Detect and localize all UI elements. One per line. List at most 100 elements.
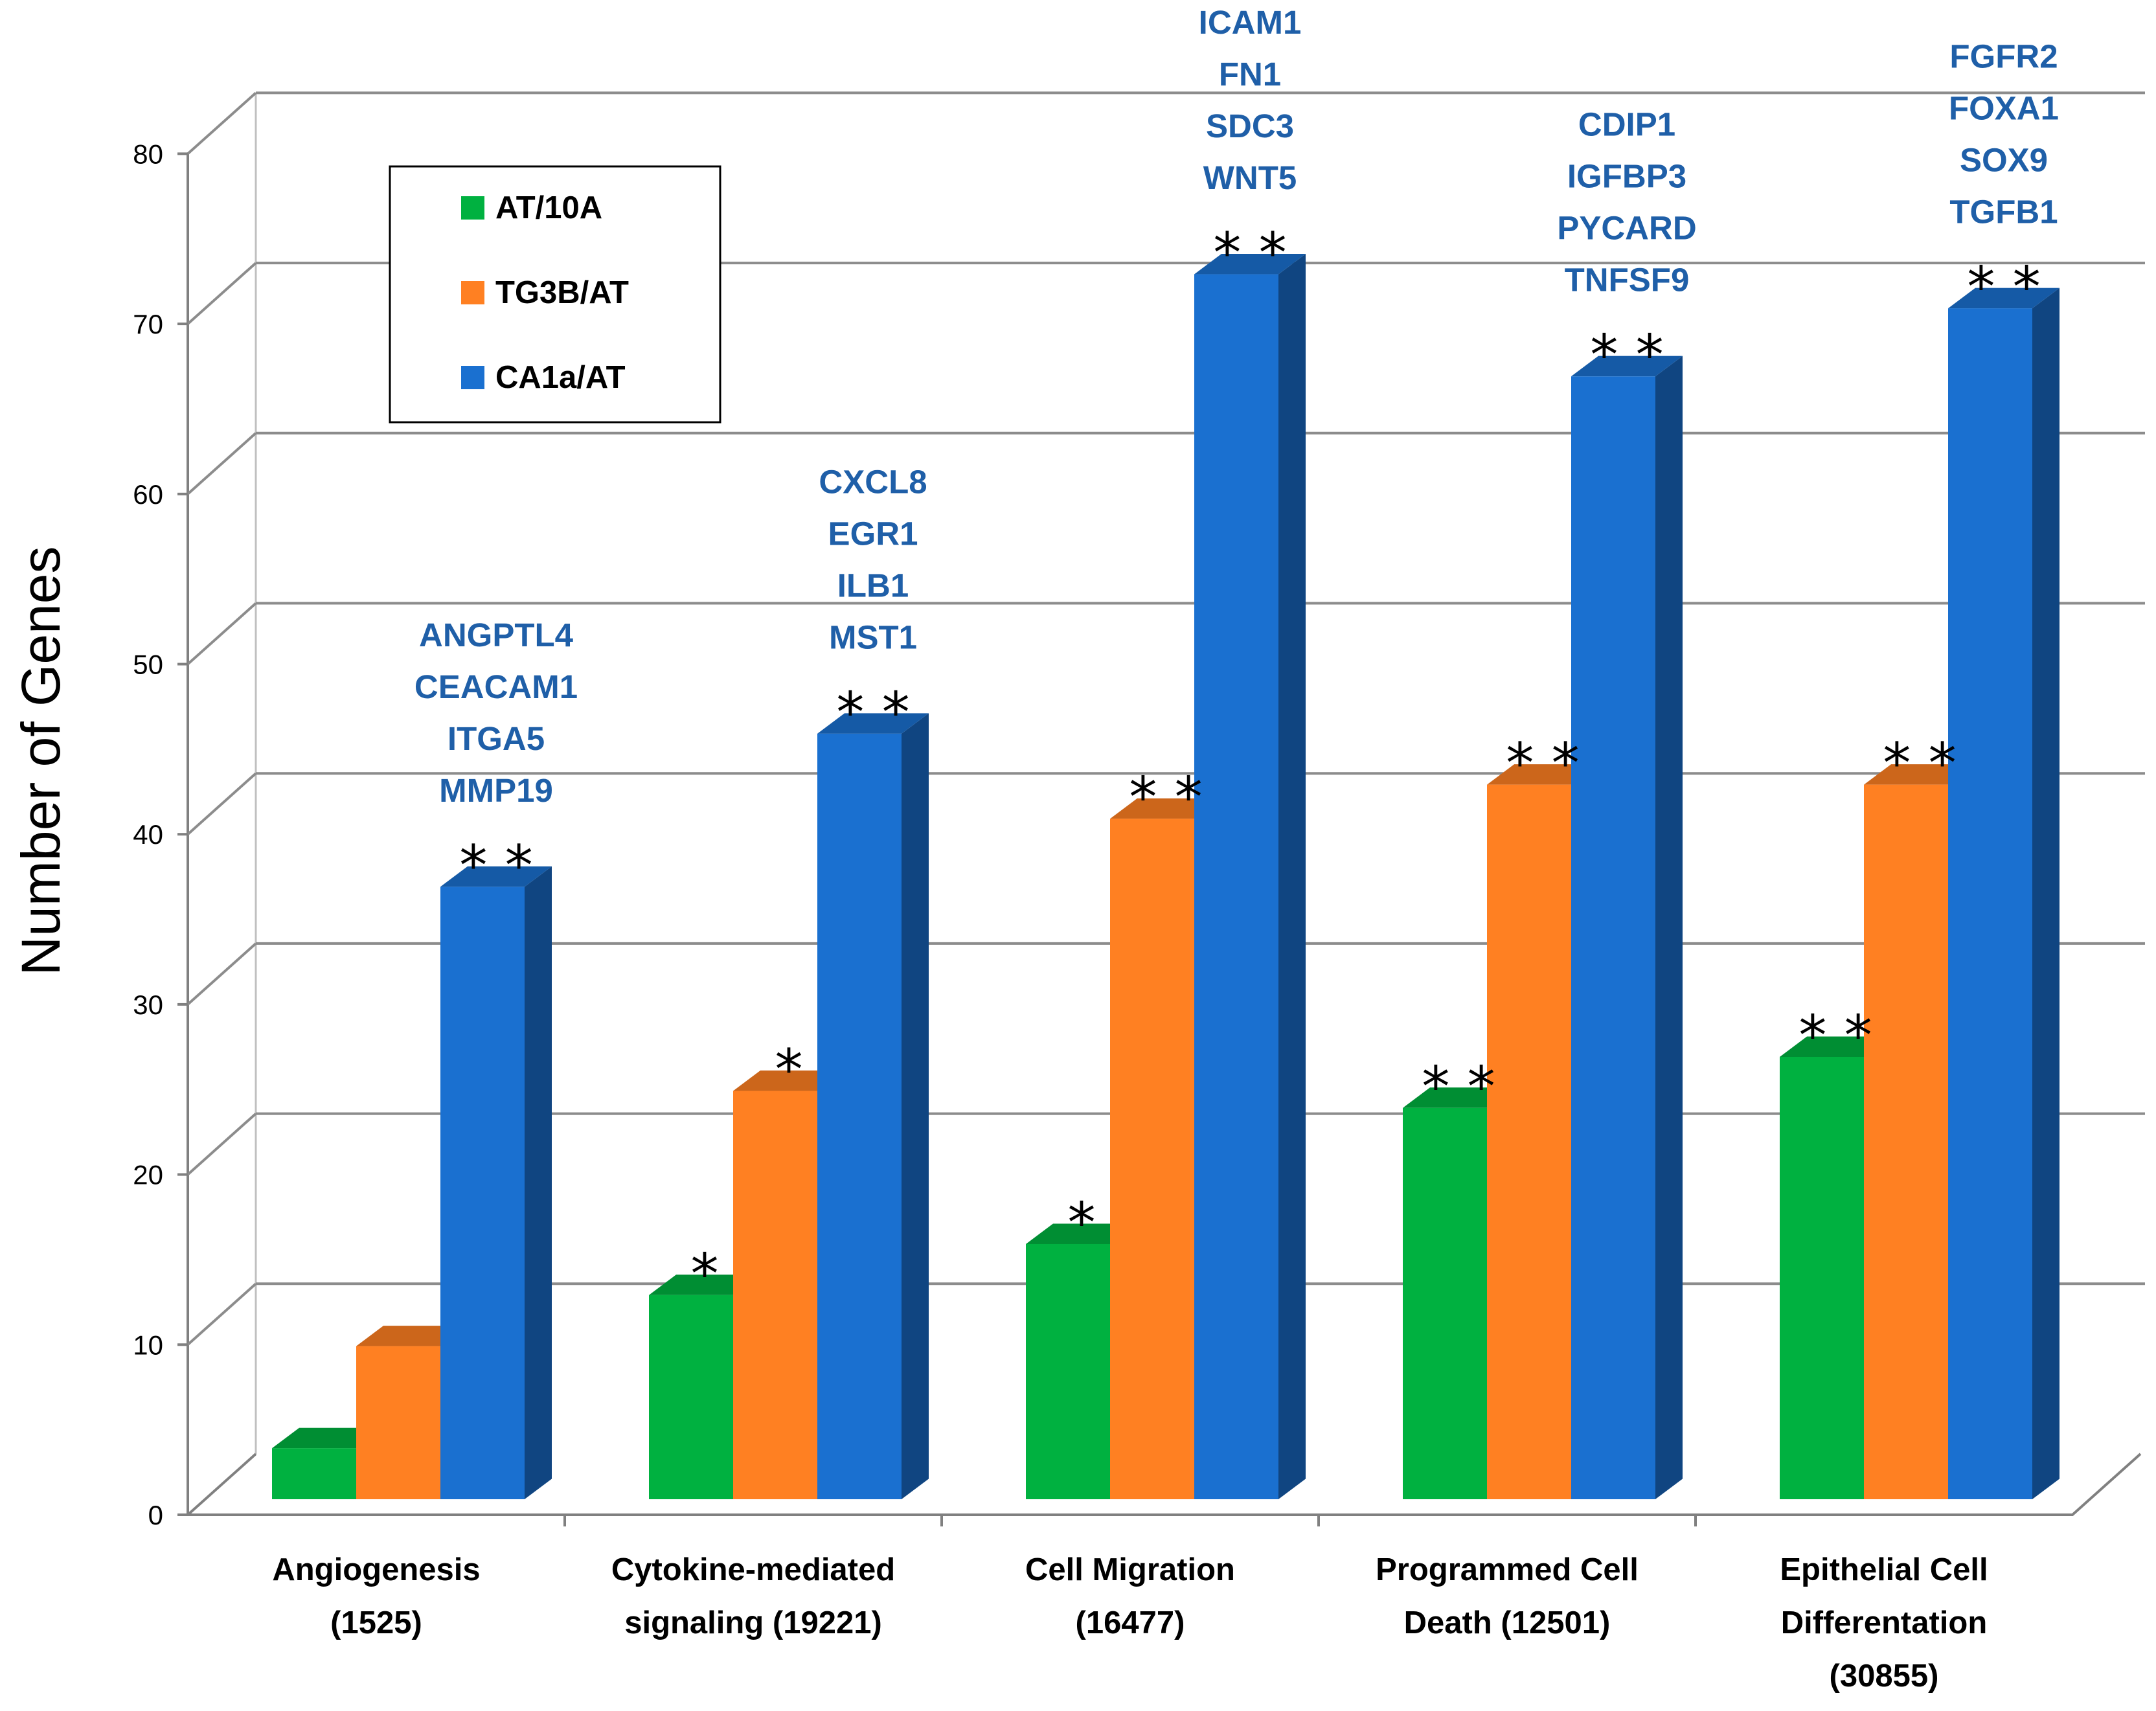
category-label: Programmed Cell: [1376, 1552, 1639, 1587]
bar-top: [1780, 1036, 1891, 1057]
gene-label: FOXA1: [1949, 90, 2059, 127]
category-label: Differentation: [1781, 1605, 1988, 1640]
gene-label: EGR1: [828, 515, 918, 552]
bar: [356, 1346, 440, 1499]
gene-label: SDC3: [1206, 108, 1294, 144]
gridline-side: [187, 91, 257, 155]
bar: [1110, 819, 1194, 1499]
y-tick-label: 50: [133, 650, 163, 680]
legend: AT/10A TG3B/AT CA1a/AT: [389, 165, 721, 424]
bar: [1780, 1056, 1864, 1499]
gene-annotations: ANGPTL4 CEACAM1 ITGA5 MMP19 CXCL8 EGR1 ILB1 MST…: [414, 4, 2059, 809]
gene-label: WNT5: [1203, 159, 1297, 196]
gene-label: IGFBP3: [1567, 158, 1686, 195]
significance-mark: * *: [1590, 323, 1663, 388]
bar: [817, 733, 902, 1499]
bar-top: [817, 713, 929, 734]
legend-box: [389, 165, 721, 424]
y-tick-label: 40: [133, 819, 163, 850]
category-label: Cell Migration: [1025, 1552, 1235, 1587]
bar: [440, 887, 525, 1499]
gene-label: ICAM1: [1199, 4, 1302, 41]
category-labels: Angiogenesis (1525) Cytokine-mediated signa…: [272, 1552, 1988, 1694]
gene-label: ANGPTL4: [419, 617, 574, 653]
bar-top: [1110, 798, 1221, 819]
gridline-side: [187, 602, 257, 665]
significance-mark: * *: [459, 833, 532, 898]
bar: [1194, 274, 1278, 1499]
bar-side: [902, 713, 929, 1499]
bar: [1948, 308, 2032, 1500]
significance-mark: * *: [1422, 1054, 1495, 1119]
bar-side: [2032, 288, 2060, 1500]
gene-label: CEACAM1: [414, 668, 578, 705]
gene-label: ITGA5: [448, 720, 545, 757]
bar: [1864, 784, 1948, 1499]
gene-label: CDIP1: [1578, 106, 1675, 143]
significance-mark: * *: [1213, 221, 1286, 286]
bar: [1403, 1107, 1487, 1499]
bar: [649, 1295, 733, 1499]
gene-label: PYCARD: [1557, 210, 1696, 247]
legend-swatch: [461, 281, 484, 304]
significance-mark: * *: [1506, 731, 1579, 796]
category-label: Epithelial Cell: [1780, 1552, 1988, 1587]
gene-label: MST1: [829, 618, 917, 655]
legend-label: TG3B/AT: [495, 275, 629, 310]
bar-top: [1948, 288, 2060, 309]
significance-marks: * * * * * * * * * * * * * * * * * * * * * * *: [459, 221, 2040, 1306]
y-tick-label: 0: [148, 1500, 163, 1530]
category-label: (16477): [1076, 1605, 1185, 1640]
gridline-side: [187, 432, 257, 495]
gridline-side: [187, 942, 257, 1006]
category-label: (30855): [1830, 1659, 1939, 1694]
y-tick-label: 70: [133, 309, 163, 339]
category-label: Death (12501): [1404, 1605, 1611, 1640]
significance-mark: * *: [1967, 255, 2040, 320]
x-axis: [188, 1453, 2142, 1526]
bar-top: [1026, 1223, 1137, 1244]
gene-label: CXCL8: [819, 463, 927, 500]
y-tick-label: 60: [133, 479, 163, 510]
significance-mark: * *: [836, 680, 909, 745]
bar-top: [1403, 1087, 1514, 1108]
gridline-side: [187, 1113, 257, 1176]
bar-top: [1487, 764, 1598, 785]
gene-label: TNFSF9: [1565, 262, 1690, 299]
y-axis-ticks: 0 10 20 30 40 50 60 70 80: [133, 139, 188, 1530]
gridline-side: [187, 1453, 257, 1516]
gene-label: ILB1: [837, 567, 909, 604]
legend-swatch: [461, 366, 484, 389]
gene-label: SOX9: [1960, 142, 2048, 179]
y-tick-label: 20: [133, 1160, 163, 1190]
gene-label: TGFB1: [1949, 194, 2058, 231]
y-tick-label: 10: [133, 1330, 163, 1360]
category-label: (1525): [330, 1605, 422, 1640]
category-label: Cytokine-mediated: [611, 1552, 895, 1587]
gridline-side: [187, 1282, 257, 1346]
significance-mark: * *: [1883, 731, 1956, 796]
y-tick-label: 80: [133, 139, 163, 169]
bar-side: [1655, 356, 1683, 1500]
significance-mark: *: [691, 1241, 719, 1306]
gene-label: FN1: [1219, 56, 1281, 93]
significance-mark: *: [775, 1037, 803, 1102]
bar-top: [272, 1427, 383, 1449]
bars: [272, 254, 2060, 1500]
gridline-side: [187, 262, 257, 325]
bar-side: [1278, 254, 1306, 1499]
bar: [733, 1091, 817, 1499]
significance-mark: *: [1068, 1190, 1096, 1255]
bar-top: [649, 1275, 760, 1295]
category-label: signaling (19221): [624, 1605, 882, 1640]
bar-top: [1571, 356, 1683, 377]
bar-top: [440, 866, 552, 887]
gene-label: MMP19: [439, 772, 553, 809]
bar-top: [356, 1326, 468, 1346]
significance-mark: * *: [1129, 765, 1202, 830]
legend-label: AT/10A: [495, 190, 602, 225]
bar-side: [525, 866, 552, 1499]
x-axis-line: [188, 1453, 2142, 1516]
significance-mark: * *: [1799, 1003, 1872, 1068]
